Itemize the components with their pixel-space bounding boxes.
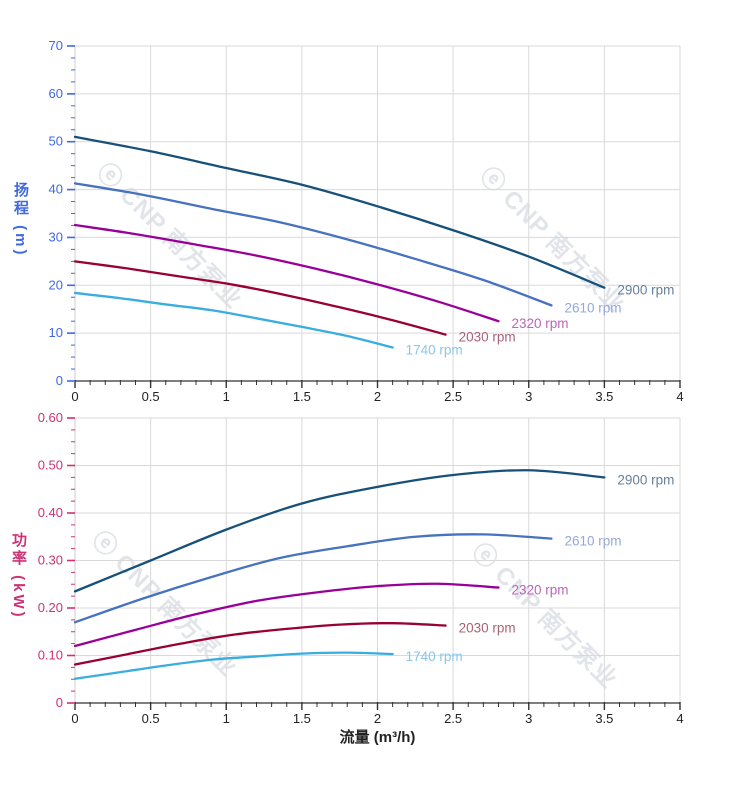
power-y-axis-title: 功率 (kW): [10, 532, 27, 620]
y-tick-label: 0.10: [38, 648, 63, 663]
curve-1740-rpm: [73, 651, 394, 680]
x-tick-label: 1: [223, 711, 230, 726]
curve-2610-rpm: [73, 182, 553, 307]
y-tick-label: 0.30: [38, 553, 63, 568]
y-tick-label: 0.20: [38, 600, 63, 615]
flow-x-axis-title: 流量 (m³/h): [339, 729, 416, 746]
y-tick-label: 10: [49, 325, 63, 340]
head-y-axis-title: 扬程 (m): [12, 182, 29, 258]
curve-label-2610-rpm: 2610 rpm: [564, 534, 621, 549]
x-tick-label: 2: [374, 711, 381, 726]
x-tick-label: 4: [676, 711, 683, 726]
x-tick-label: 1.5: [293, 389, 311, 404]
x-tick-label: 2.5: [444, 389, 462, 404]
x-tick-label: 4: [676, 389, 683, 404]
curve-2030-rpm: [73, 260, 447, 336]
curve-2320-rpm: [73, 223, 500, 323]
curve-label-2320-rpm: 2320 rpm: [512, 583, 569, 598]
y-tick-label: 40: [49, 182, 63, 197]
curve-2030-rpm: [73, 622, 447, 666]
x-tick-label: 0.5: [142, 389, 160, 404]
curve-label-1740-rpm: 1740 rpm: [406, 649, 463, 664]
curve-label-2900-rpm: 2900 rpm: [617, 283, 674, 298]
x-tick-label: 0: [71, 711, 78, 726]
x-tick-label: 1: [223, 389, 230, 404]
x-tick-label: 3.5: [595, 389, 613, 404]
x-tick-label: 3: [525, 711, 532, 726]
curve-label-1740-rpm: 1740 rpm: [406, 343, 463, 358]
y-tick-label: 0.50: [38, 458, 63, 473]
curve-label-2030-rpm: 2030 rpm: [459, 330, 516, 345]
y-tick-label: 20: [49, 277, 63, 292]
curve-label-2610-rpm: 2610 rpm: [564, 300, 621, 315]
x-tick-label: 2: [374, 389, 381, 404]
x-tick-label: 1.5: [293, 711, 311, 726]
y-tick-label: 0: [56, 373, 63, 388]
y-tick-label: 50: [49, 134, 63, 149]
y-tick-label: 30: [49, 229, 63, 244]
curve-2900-rpm: [73, 469, 606, 593]
curve-1740-rpm: [73, 291, 394, 349]
y-tick-label: 0.60: [38, 410, 63, 425]
curve-label-2030-rpm: 2030 rpm: [459, 621, 516, 636]
y-tick-label: 0: [56, 695, 63, 710]
curve-2610-rpm: [73, 533, 553, 624]
curve-2320-rpm: [73, 582, 500, 648]
x-tick-label: 3: [525, 389, 532, 404]
x-tick-label: 3.5: [595, 711, 613, 726]
x-tick-label: 2.5: [444, 711, 462, 726]
curve-2900-rpm: [73, 135, 606, 289]
y-tick-label: 70: [49, 38, 63, 53]
curve-label-2900-rpm: 2900 rpm: [617, 472, 674, 487]
y-tick-label: 0.40: [38, 505, 63, 520]
y-tick-label: 60: [49, 86, 63, 101]
x-tick-label: 0: [71, 389, 78, 404]
curve-label-2320-rpm: 2320 rpm: [512, 316, 569, 331]
x-tick-label: 0.5: [142, 711, 160, 726]
